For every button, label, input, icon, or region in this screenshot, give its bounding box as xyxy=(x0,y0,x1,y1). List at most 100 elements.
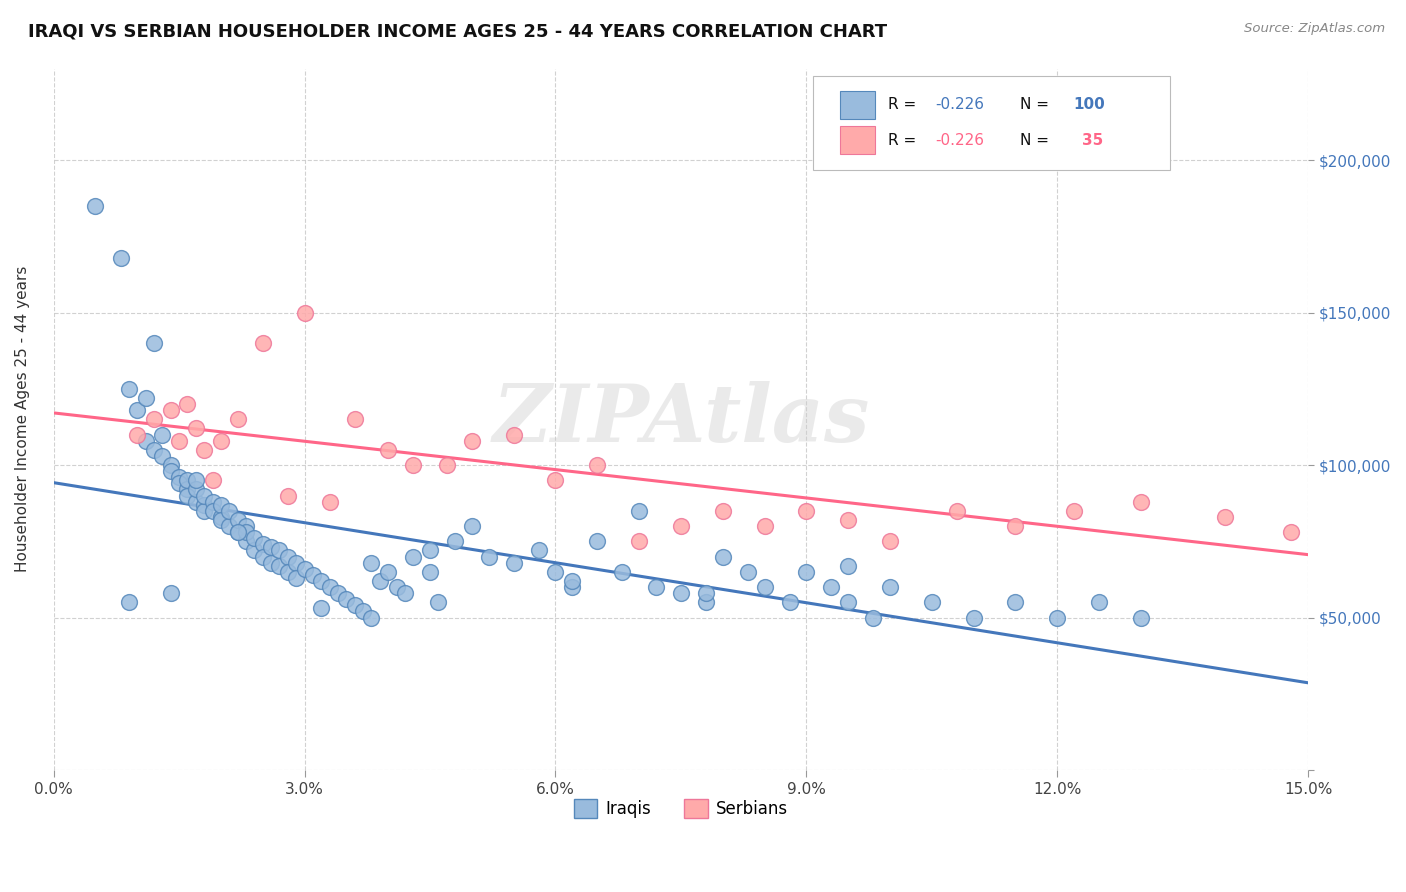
Point xyxy=(628,534,651,549)
Point xyxy=(1129,494,1152,508)
Point xyxy=(150,449,173,463)
Point xyxy=(544,565,567,579)
Point xyxy=(461,519,484,533)
Legend: Iraqis, Serbians: Iraqis, Serbians xyxy=(567,792,794,825)
Bar xyxy=(841,91,876,119)
Point xyxy=(318,494,340,508)
Point xyxy=(837,513,859,527)
Point xyxy=(318,580,340,594)
Point xyxy=(218,504,240,518)
Point xyxy=(118,382,141,396)
Point xyxy=(612,565,634,579)
Text: IRAQI VS SERBIAN HOUSEHOLDER INCOME AGES 25 - 44 YEARS CORRELATION CHART: IRAQI VS SERBIAN HOUSEHOLDER INCOME AGES… xyxy=(28,22,887,40)
Point xyxy=(628,504,651,518)
Point xyxy=(143,412,166,426)
Point xyxy=(335,592,357,607)
Point xyxy=(159,403,181,417)
Point xyxy=(502,427,524,442)
Point xyxy=(193,498,215,512)
Point xyxy=(127,403,149,417)
Point xyxy=(243,543,266,558)
Point xyxy=(269,558,291,573)
Point xyxy=(277,549,299,564)
Point xyxy=(837,595,859,609)
Point xyxy=(84,199,107,213)
Point xyxy=(377,442,399,457)
Point xyxy=(269,543,291,558)
Point xyxy=(252,336,274,351)
Point xyxy=(209,434,232,448)
Text: 35: 35 xyxy=(1083,133,1104,147)
Point xyxy=(184,494,207,508)
Point xyxy=(201,494,224,508)
Point xyxy=(226,513,249,527)
Text: ZIPAtlas: ZIPAtlas xyxy=(492,381,869,458)
Point xyxy=(176,473,198,487)
Text: -0.226: -0.226 xyxy=(935,133,984,147)
Point xyxy=(143,336,166,351)
Text: -0.226: -0.226 xyxy=(935,97,984,112)
Point xyxy=(419,565,441,579)
Text: R =: R = xyxy=(889,97,921,112)
Point xyxy=(285,556,308,570)
Point xyxy=(184,483,207,497)
Point xyxy=(127,427,149,442)
Point xyxy=(201,473,224,487)
Point xyxy=(309,601,332,615)
Point xyxy=(862,610,884,624)
Text: R =: R = xyxy=(889,133,921,147)
Point xyxy=(879,534,901,549)
Point xyxy=(309,574,332,588)
Point xyxy=(436,458,458,472)
Point xyxy=(243,531,266,545)
Point xyxy=(209,509,232,524)
Point xyxy=(209,513,232,527)
Text: N =: N = xyxy=(1019,97,1053,112)
Point xyxy=(561,580,583,594)
Point xyxy=(377,565,399,579)
Point xyxy=(176,483,198,497)
Point xyxy=(921,595,943,609)
Point xyxy=(796,504,818,518)
Point xyxy=(235,519,257,533)
Point xyxy=(561,574,583,588)
Point xyxy=(218,519,240,533)
Point xyxy=(235,525,257,540)
Point xyxy=(368,574,391,588)
FancyBboxPatch shape xyxy=(813,76,1170,170)
Point xyxy=(159,586,181,600)
Point xyxy=(302,567,325,582)
Point xyxy=(294,562,316,576)
Point xyxy=(252,549,274,564)
Point xyxy=(1088,595,1111,609)
Point xyxy=(159,464,181,478)
Point xyxy=(669,586,692,600)
Point xyxy=(360,610,382,624)
Y-axis label: Householder Income Ages 25 - 44 years: Householder Income Ages 25 - 44 years xyxy=(15,266,30,573)
Point xyxy=(135,391,157,405)
Point xyxy=(226,525,249,540)
Point xyxy=(226,412,249,426)
Point xyxy=(118,595,141,609)
Point xyxy=(1004,519,1026,533)
Point xyxy=(110,251,132,265)
Point xyxy=(837,558,859,573)
Point xyxy=(167,476,190,491)
Point xyxy=(879,580,901,594)
Point xyxy=(235,534,257,549)
Point xyxy=(277,565,299,579)
Point xyxy=(1129,610,1152,624)
Point xyxy=(1004,595,1026,609)
Point xyxy=(962,610,984,624)
Point xyxy=(277,489,299,503)
Text: 100: 100 xyxy=(1074,97,1105,112)
Point xyxy=(193,442,215,457)
Point xyxy=(343,599,366,613)
Text: Source: ZipAtlas.com: Source: ZipAtlas.com xyxy=(1244,22,1385,36)
Point xyxy=(1063,504,1085,518)
Point xyxy=(427,595,450,609)
Point xyxy=(444,534,467,549)
Point xyxy=(669,519,692,533)
Point xyxy=(201,504,224,518)
Point xyxy=(544,473,567,487)
